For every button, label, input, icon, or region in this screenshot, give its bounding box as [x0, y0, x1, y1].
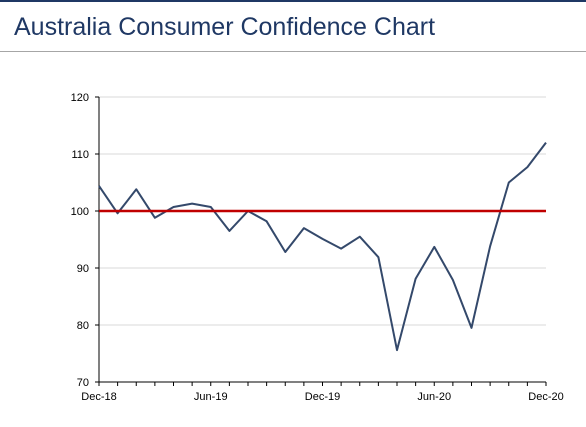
x-tick-label-Jun-19: Jun-19 [194, 391, 228, 403]
x-tick-label-Dec-19: Dec-19 [305, 391, 340, 403]
x-tick-label-Jun-20: Jun-20 [417, 391, 451, 403]
header-top-rule [0, 0, 586, 2]
y-tick-label-100: 100 [71, 206, 89, 218]
page-title: Australia Consumer Confidence Chart [14, 13, 436, 41]
y-tick-label-90: 90 [77, 263, 89, 275]
series-line-consumer-confidence [98, 141, 547, 352]
y-tick-label-110: 110 [71, 149, 89, 161]
x-tick-label-Dec-18: Dec-18 [81, 391, 116, 403]
y-tick-label-70: 70 [77, 377, 89, 389]
title-divider [0, 51, 586, 52]
y-tick-label-80: 80 [77, 320, 89, 332]
y-tick-label-120: 120 [71, 92, 89, 104]
x-tick-label-Dec-20: Dec-20 [528, 391, 563, 403]
